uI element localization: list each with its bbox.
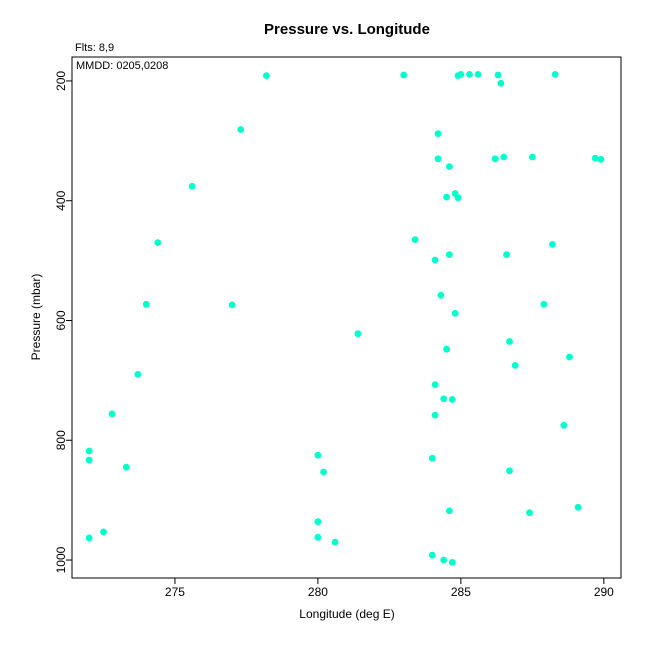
data-point (494, 71, 502, 79)
chart-title: Pressure vs. Longitude (264, 21, 430, 38)
data-point (497, 79, 505, 87)
data-point (549, 241, 556, 248)
data-point (454, 194, 462, 202)
data-point (574, 503, 582, 511)
data-point (431, 256, 439, 264)
data-point (314, 451, 322, 459)
data-point (511, 362, 519, 369)
data-point (122, 463, 130, 471)
data-point (443, 345, 450, 353)
data-point (591, 154, 599, 162)
y-axis: 200 400 600 800 1000 (54, 71, 73, 573)
data-point (540, 300, 548, 308)
data-point (551, 71, 559, 78)
y-tick-label: 800 (54, 430, 68, 450)
data-point (154, 239, 162, 247)
data-point (85, 447, 93, 455)
data-point (142, 300, 150, 308)
data-point (85, 456, 93, 464)
data-point (448, 396, 456, 403)
data-point (506, 338, 513, 345)
data-point (434, 130, 442, 138)
data-point (491, 155, 499, 163)
data-point (466, 71, 473, 78)
x-axis: 275 280 285 290 (165, 577, 614, 599)
data-point (440, 395, 448, 403)
data-point (446, 251, 453, 258)
data-point (100, 528, 107, 536)
data-point (500, 153, 508, 161)
data-point (237, 126, 245, 133)
data-point (228, 301, 236, 309)
data-point (529, 153, 536, 161)
data-point (428, 454, 436, 462)
y-axis-label: Pressure (mbar) (29, 274, 43, 361)
data-point (506, 467, 513, 475)
data-point (431, 381, 439, 388)
y-tick-label: 600 (54, 310, 68, 330)
data-point (560, 421, 568, 429)
data-point (448, 559, 456, 566)
data-point (597, 156, 605, 163)
data-point (457, 71, 465, 78)
x-tick-label: 275 (165, 585, 185, 599)
data-point (411, 236, 419, 244)
data-point (503, 251, 510, 258)
y-tick-label: 1000 (54, 546, 68, 573)
data-points (85, 71, 605, 566)
data-point (440, 556, 448, 564)
data-point (314, 518, 322, 526)
y-tick-label: 200 (54, 71, 68, 91)
data-point (566, 353, 573, 361)
data-point (474, 71, 482, 78)
x-tick-label: 290 (594, 585, 614, 599)
data-point (400, 71, 408, 79)
data-point (431, 411, 439, 419)
data-point (526, 509, 533, 517)
annotation-dates: MMDD: 0205,0208 (76, 60, 168, 72)
x-tick-label: 280 (308, 585, 328, 599)
data-point (188, 183, 196, 190)
data-point (314, 533, 322, 541)
x-tick-label: 285 (451, 585, 471, 599)
data-point (320, 468, 327, 476)
data-point (443, 193, 450, 201)
data-point (446, 507, 453, 515)
data-point (134, 371, 142, 378)
data-point (446, 163, 453, 171)
x-axis-label: Longitude (deg E) (299, 607, 394, 621)
annotation-flights: Flts: 8,9 (75, 42, 114, 54)
data-point (354, 330, 362, 338)
data-point (437, 291, 445, 299)
data-point (428, 551, 436, 559)
data-point (451, 309, 459, 317)
data-point (85, 534, 93, 542)
data-point (331, 538, 339, 546)
data-point (263, 72, 270, 79)
y-tick-label: 400 (54, 190, 68, 210)
data-point (434, 155, 442, 163)
data-point (108, 410, 116, 418)
